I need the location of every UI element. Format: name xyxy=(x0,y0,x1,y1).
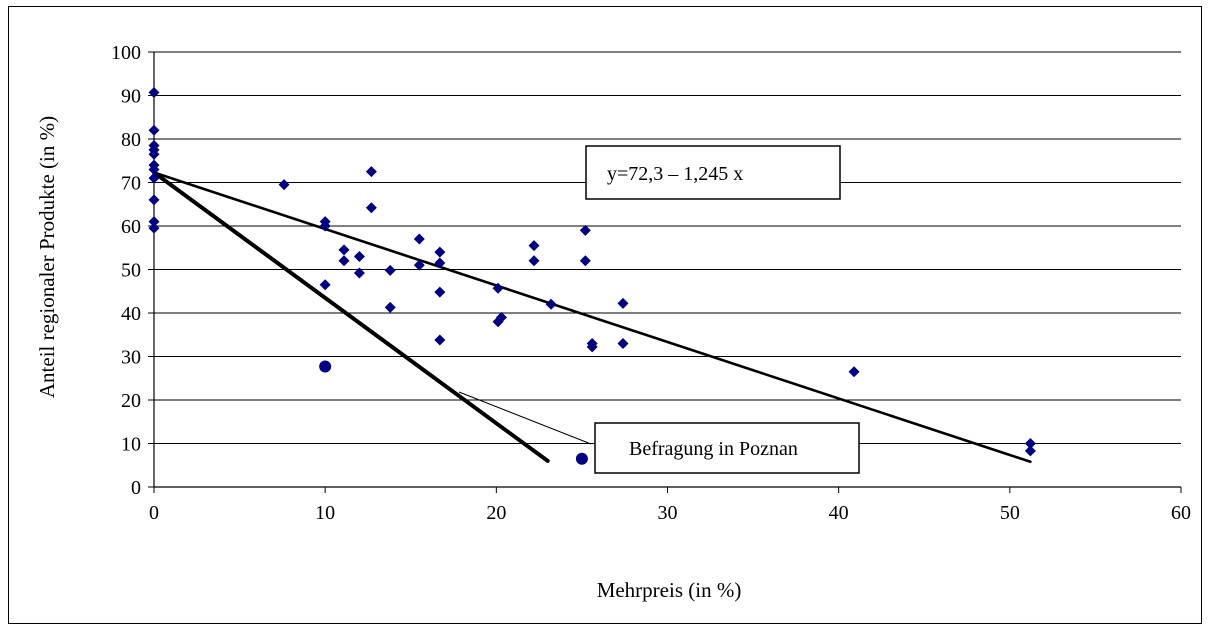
data-point-diamond xyxy=(319,220,331,232)
y-tick-label: 50 xyxy=(121,260,141,282)
data-point-diamond xyxy=(148,194,160,206)
data-point-diamond xyxy=(148,86,160,98)
data-point-diamond xyxy=(148,124,160,136)
chart-area: 0 10 20 30 40 50 60 70 80 90 100 0 10 20 30 40 50 60 Mehr… xyxy=(8,6,1202,624)
data-point-diamond xyxy=(413,259,425,271)
data-point-diamond xyxy=(278,179,290,191)
x-tick-label: 60 xyxy=(1171,502,1191,524)
data-point-diamond xyxy=(319,279,331,291)
data-point-diamond xyxy=(148,163,160,175)
data-point-diamond xyxy=(434,334,446,346)
y-tick-label: 0 xyxy=(131,477,141,499)
data-point-diamond xyxy=(586,341,598,353)
data-point-diamond xyxy=(353,250,365,262)
data-point-diamond xyxy=(384,301,396,313)
data-point-circle xyxy=(575,452,588,465)
data-point-diamond xyxy=(528,240,540,252)
annotation-leader-line xyxy=(458,391,592,445)
data-point-diamond xyxy=(365,166,377,178)
data-point-circle xyxy=(319,360,332,373)
data-point-diamond xyxy=(413,233,425,245)
y-tick-label: 10 xyxy=(121,434,141,456)
data-point-diamond xyxy=(338,244,350,256)
data-point-diamond xyxy=(617,297,629,309)
y-tick-label: 40 xyxy=(121,303,141,325)
y-axis-title: Anteil regionaler Produkte (in %) xyxy=(35,116,59,398)
y-tick-label: 30 xyxy=(121,347,141,369)
data-point-diamond xyxy=(1024,445,1036,457)
poznan-trend-line xyxy=(152,170,550,463)
y-tick-label: 70 xyxy=(121,173,141,195)
data-point-diamond xyxy=(148,222,160,234)
scatter-chart: 0 10 20 30 40 50 60 70 80 90 100 0 10 20 30 40 50 60 Mehr… xyxy=(35,42,1191,602)
data-point-diamond xyxy=(384,264,396,276)
y-tick-label: 100 xyxy=(111,42,141,64)
data-point-diamond xyxy=(848,366,860,378)
regression-line xyxy=(152,171,1032,464)
data-point-diamond xyxy=(148,172,160,184)
y-tick-label: 20 xyxy=(121,390,141,412)
x-tick-label: 40 xyxy=(829,502,849,524)
x-tick-label: 10 xyxy=(315,502,335,524)
equation-box xyxy=(585,145,841,200)
data-point-diamond xyxy=(148,148,160,160)
data-point-diamond xyxy=(434,246,446,258)
x-tick-label: 0 xyxy=(149,502,159,524)
poznan-label-box xyxy=(594,422,860,474)
data-point-diamond xyxy=(148,216,160,228)
data-point-diamond xyxy=(434,286,446,298)
data-point-diamond xyxy=(495,311,507,323)
data-point-diamond xyxy=(353,267,365,279)
y-tick-label: 90 xyxy=(121,86,141,108)
poznan-label: Befragung in Poznan xyxy=(629,438,798,460)
data-point-diamond xyxy=(545,298,557,310)
data-point-diamond xyxy=(617,337,629,349)
data-point-diamond xyxy=(1024,438,1036,449)
data-point-diamond xyxy=(579,224,591,236)
x-axis-title: Mehrpreis (in %) xyxy=(597,578,742,602)
y-tick-label: 80 xyxy=(121,129,141,151)
data-point-diamond xyxy=(365,202,377,214)
data-point-diamond xyxy=(528,255,540,267)
x-tick-label: 30 xyxy=(658,502,678,524)
data-point-diamond xyxy=(434,257,446,269)
y-tick-label: 60 xyxy=(121,216,141,238)
equation-label: y=72,3 – 1,245 x xyxy=(607,163,743,185)
x-tick-label: 50 xyxy=(1000,502,1020,524)
x-tick-label: 20 xyxy=(486,502,506,524)
data-point-diamond xyxy=(492,282,504,294)
data-point-diamond xyxy=(338,255,350,267)
data-point-diamond xyxy=(579,255,591,267)
